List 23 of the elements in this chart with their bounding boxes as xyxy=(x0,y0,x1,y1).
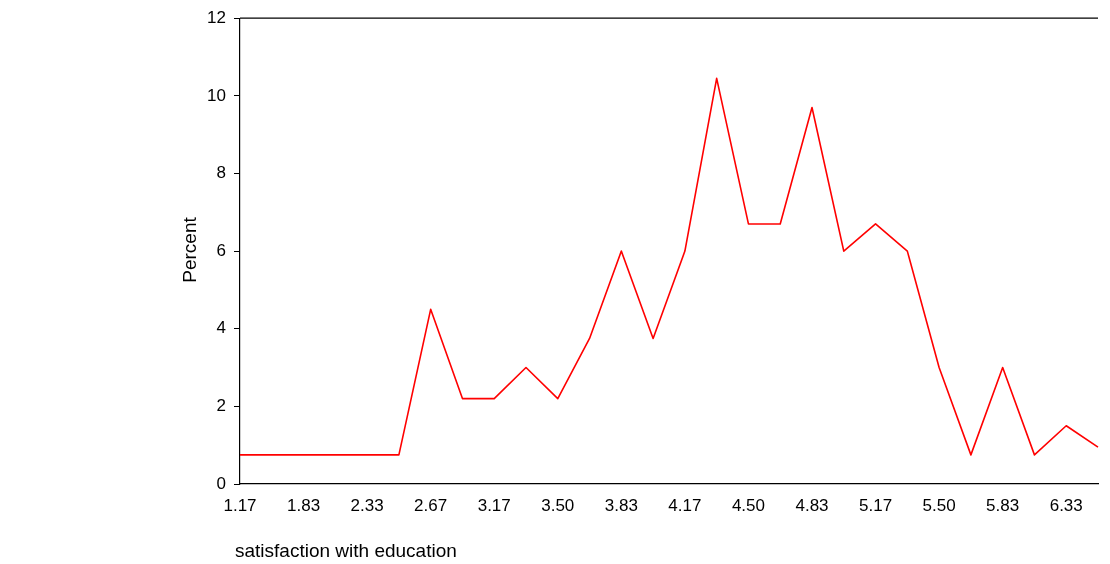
x-tick-label: 6.33 xyxy=(1049,495,1083,515)
x-tick-label: 4.50 xyxy=(731,495,765,515)
x-tick-label: 5.83 xyxy=(986,495,1020,515)
x-tick-label: 3.83 xyxy=(604,495,638,515)
y-tick-label: 12 xyxy=(207,7,226,27)
x-tick-label: 2.67 xyxy=(414,495,448,515)
x-tick-label: 3.17 xyxy=(477,495,511,515)
x-axis-title: satisfaction with education xyxy=(235,540,457,562)
y-tick-label: 6 xyxy=(216,240,226,260)
x-tick-label: 4.83 xyxy=(795,495,829,515)
x-tick-label: 4.17 xyxy=(668,495,702,515)
y-tick-label: 2 xyxy=(216,396,226,416)
x-tick-label: 5.17 xyxy=(859,495,893,515)
y-tick-label: 4 xyxy=(216,318,226,338)
y-tick-label: 10 xyxy=(207,85,226,105)
y-tick-label: 0 xyxy=(216,473,226,493)
x-tick-label: 3.50 xyxy=(541,495,575,515)
x-tick-label: 2.33 xyxy=(350,495,384,515)
x-tick-label: 5.50 xyxy=(922,495,956,515)
y-axis-title: Percent xyxy=(179,217,201,283)
x-tick-label: 1.17 xyxy=(223,495,257,515)
y-tick-label: 8 xyxy=(216,163,226,183)
x-tick-label: 1.83 xyxy=(287,495,321,515)
